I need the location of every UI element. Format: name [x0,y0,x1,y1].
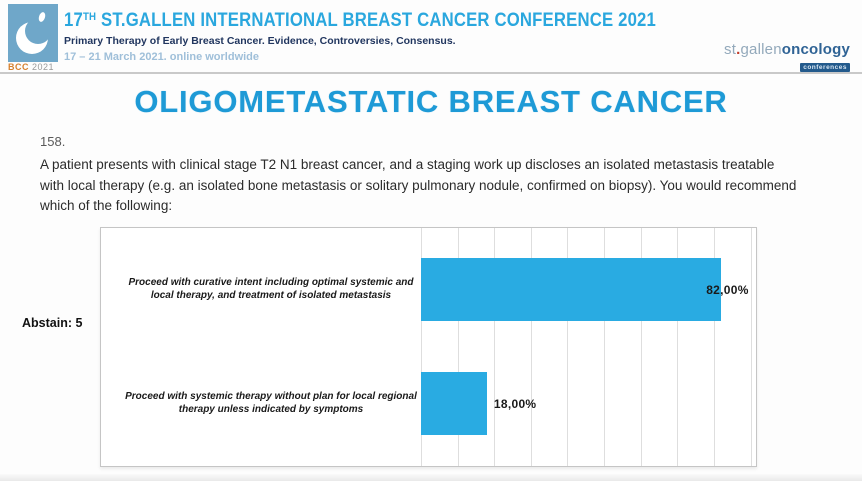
bcc-logo [8,4,58,62]
conference-title-rest: ST.GALLEN INTERNATIONAL BREAST CANCER CO… [96,10,657,31]
bar-category-label: Proceed with systemic therapy without pl… [125,391,417,415]
chart-gridlines [421,228,756,466]
bottom-edge-strip [0,474,862,481]
question-text: A patient presents with clinical stage T… [40,157,797,213]
conference-title: 17TH ST.GALLEN INTERNATIONAL BREAST CANC… [64,5,656,33]
stgallen-oncology-logo: st.gallenoncology conferences [724,42,850,72]
bcc-text: BCC [8,62,29,72]
bar-category-label: Proceed with curative intent including o… [128,277,414,301]
poll-bar-chart: Proceed with curative intent including o… [100,227,757,467]
conference-header: 17TH ST.GALLEN INTERNATIONAL BREAST CANC… [64,5,737,64]
bar-value-label: 82,00% [706,282,749,297]
conference-number: 17 [64,10,83,31]
bar-row: 82,00% [421,258,756,321]
bar-row: 18,00% [421,372,756,435]
bcc-drop-icon [8,4,58,62]
bcc-logo-caption: BCC 2021 [8,62,60,72]
bcc-year: 2021 [32,62,55,72]
abstain-count-label: Abstain: 5 [22,316,83,330]
conference-ordinal: TH [82,11,97,23]
slide-title: OLIGOMETASTATIC BREAST CANCER [134,84,728,119]
bar-systemic-therapy: 18,00% [421,372,536,435]
brand-red-dot: . [736,41,741,58]
bar-value-label: 18,00% [493,396,537,411]
stgallen-oncology-wordmark: st.gallenoncology [724,41,850,58]
conferences-badge: conferences [800,63,850,72]
header-divider [0,72,862,74]
conference-subtitle: Primary Therapy of Early Breast Cancer. … [64,35,456,47]
conference-dates: 17 – 21 March 2021. online worldwide [64,51,260,63]
question-number: 158. [40,134,66,149]
bar-curative-intent: 82,00% [421,258,748,321]
